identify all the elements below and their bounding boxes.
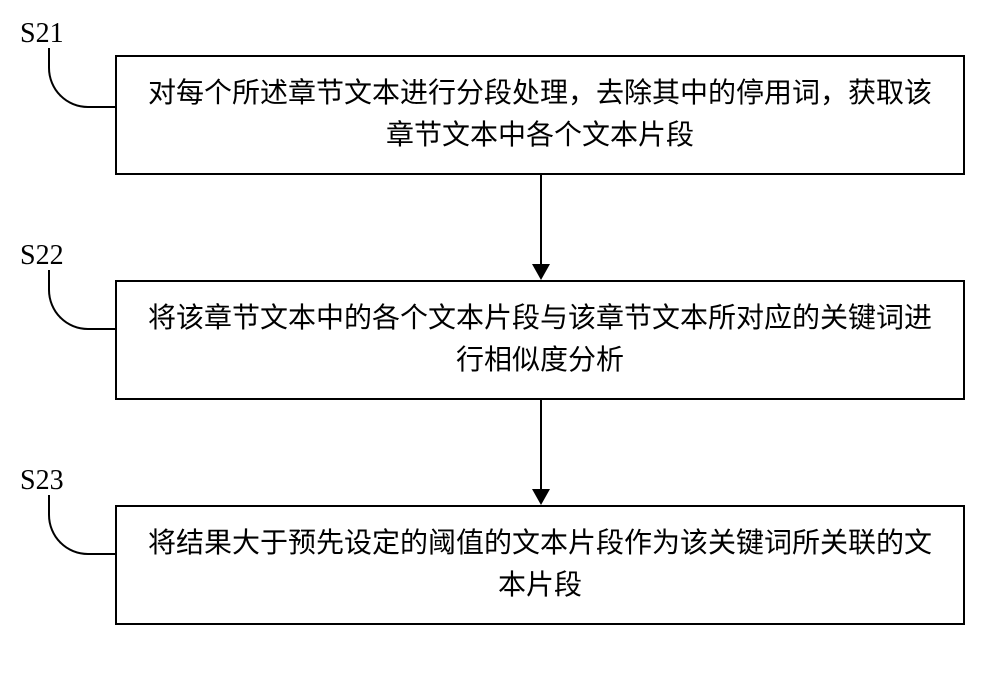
- step-text-s23: 将结果大于预先设定的阈值的文本片段作为该关键词所关联的文本片段: [137, 523, 943, 607]
- step-box-s22: 将该章节文本中的各个文本片段与该章节文本所对应的关键词进行相似度分析: [115, 280, 965, 400]
- step-label-s21: S21: [20, 18, 64, 50]
- arrow-head-2: [532, 489, 550, 505]
- arrow-line-2: [540, 400, 542, 490]
- step-box-s21: 对每个所述章节文本进行分段处理，去除其中的停用词，获取该章节文本中各个文本片段: [115, 55, 965, 175]
- arrow-line-1: [540, 175, 542, 265]
- connector-s23: [48, 495, 118, 555]
- step-text-s22: 将该章节文本中的各个文本片段与该章节文本所对应的关键词进行相似度分析: [137, 298, 943, 382]
- step-box-s23: 将结果大于预先设定的阈值的文本片段作为该关键词所关联的文本片段: [115, 505, 965, 625]
- arrow-head-1: [532, 264, 550, 280]
- step-label-s22: S22: [20, 240, 64, 272]
- step-label-s23: S23: [20, 465, 64, 497]
- connector-s21: [48, 48, 118, 108]
- connector-s22: [48, 270, 118, 330]
- step-text-s21: 对每个所述章节文本进行分段处理，去除其中的停用词，获取该章节文本中各个文本片段: [137, 73, 943, 157]
